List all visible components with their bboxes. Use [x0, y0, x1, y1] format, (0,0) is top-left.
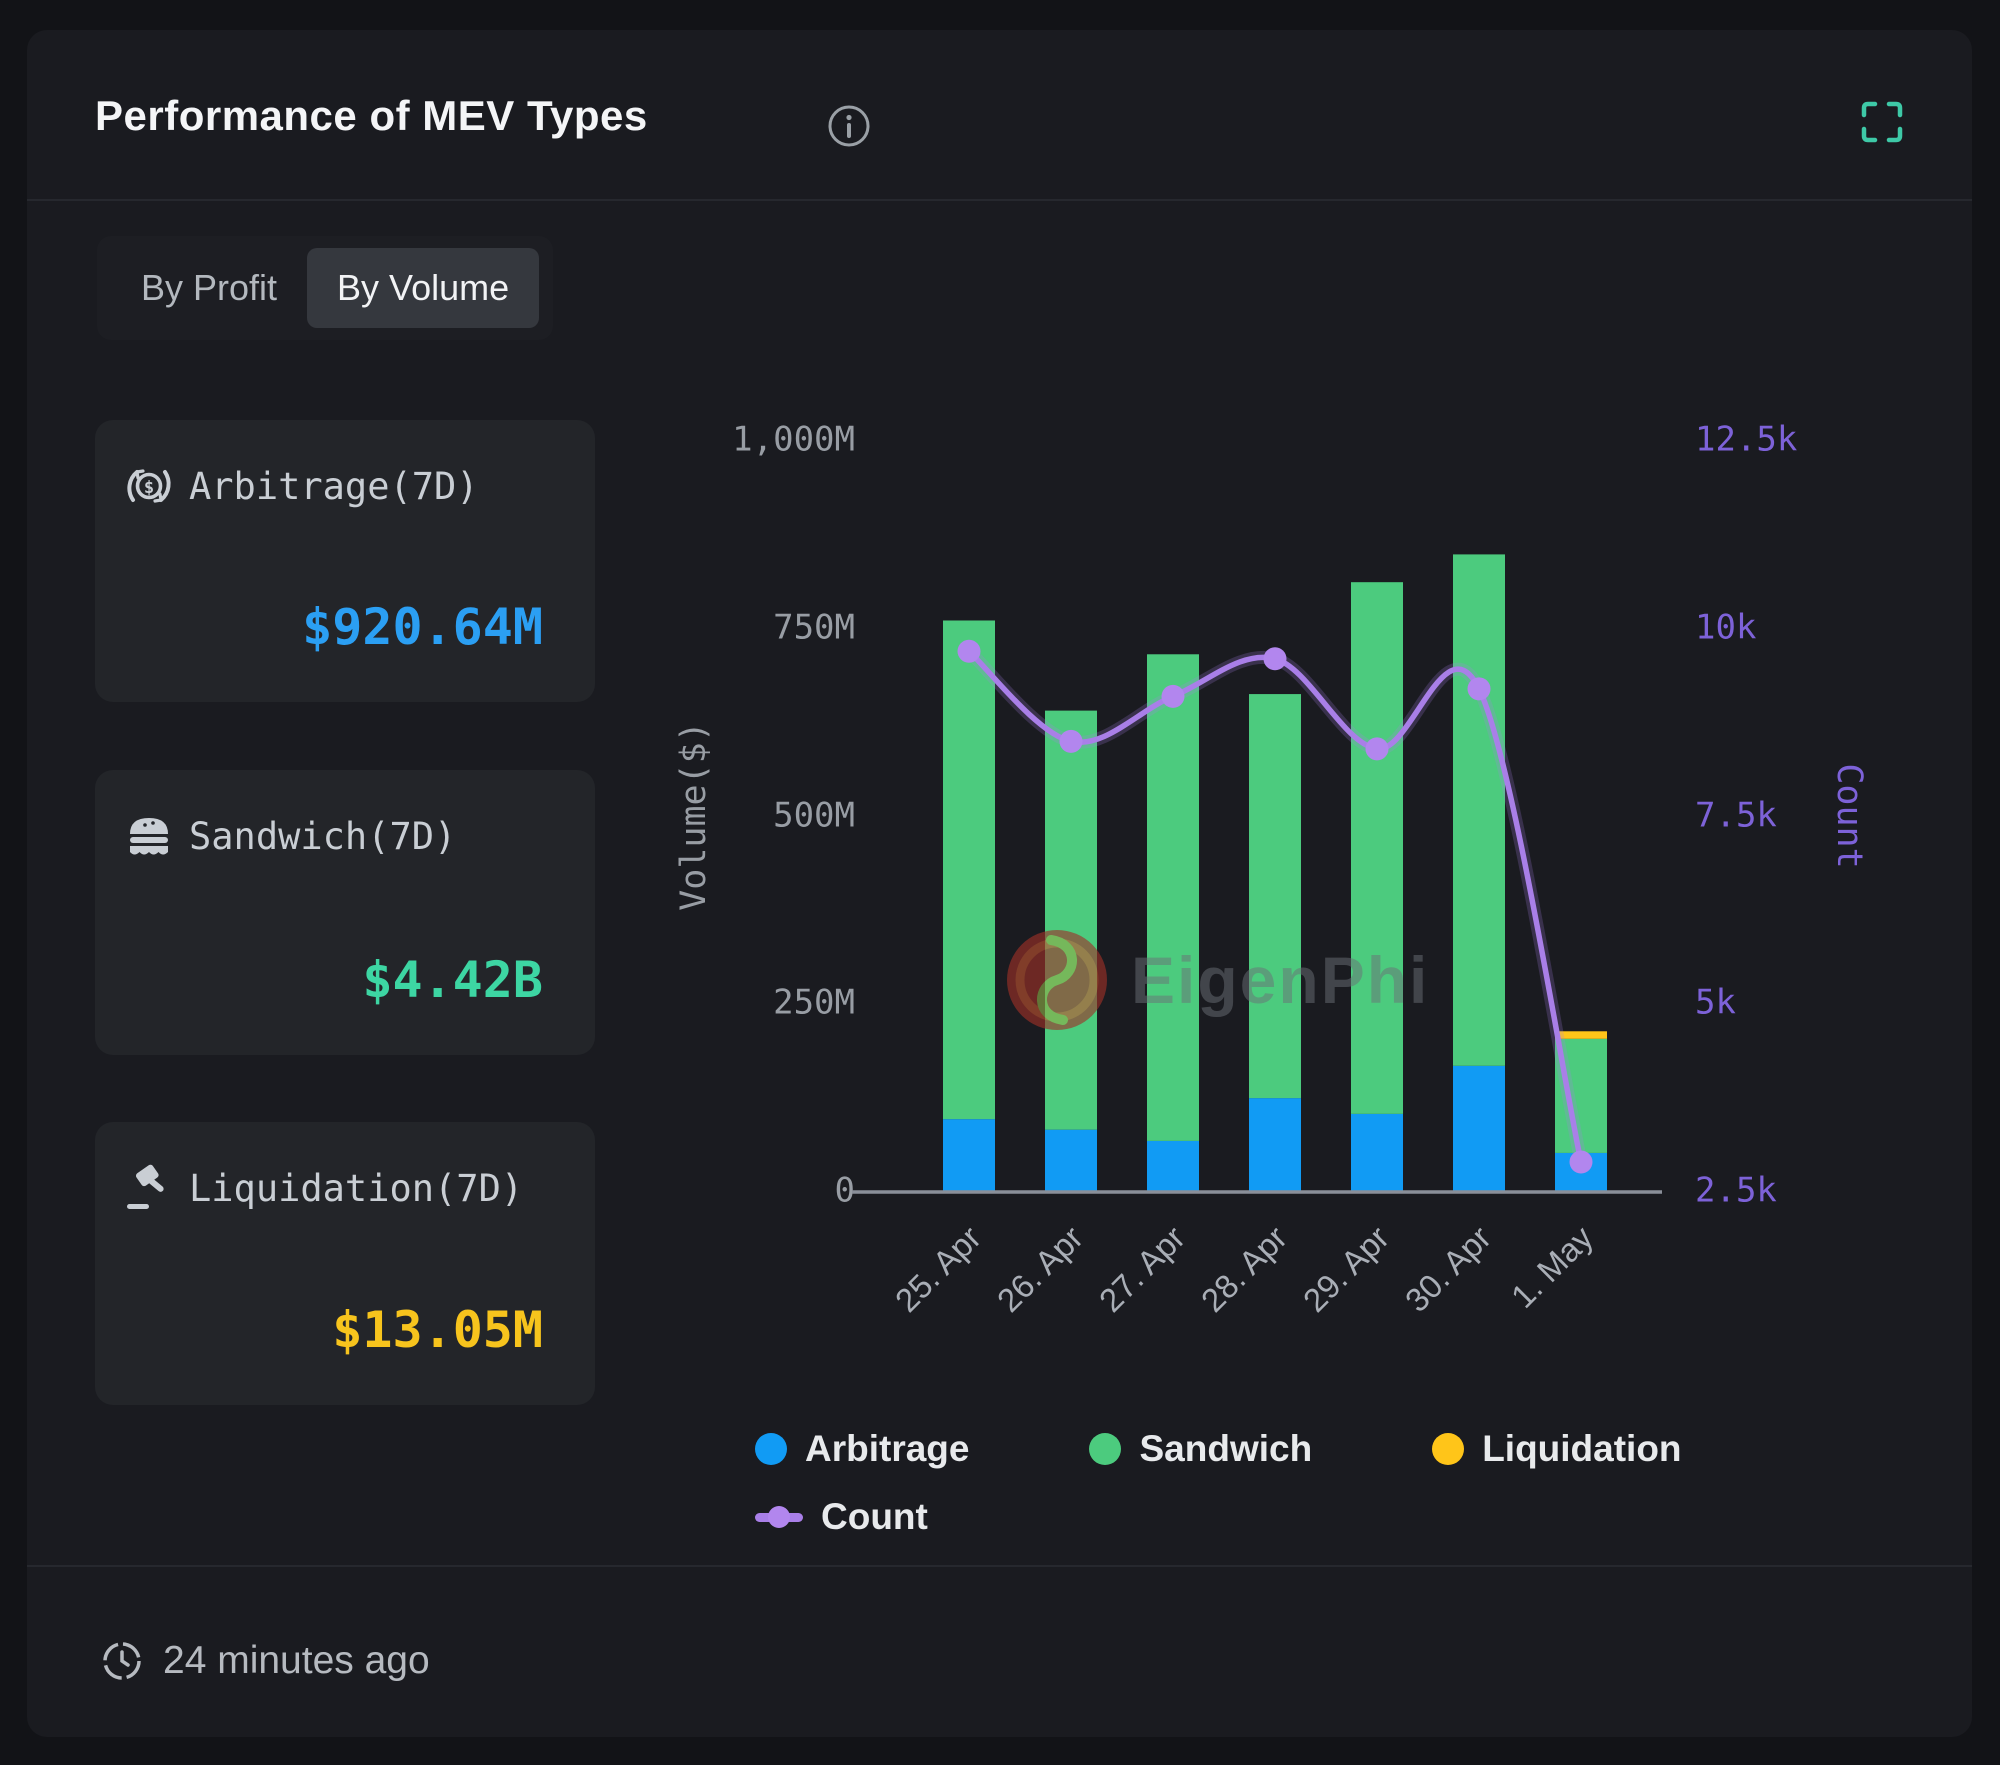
bar-sandwich-3[interactable]: [1249, 694, 1301, 1099]
bar-arbitrage-0[interactable]: [943, 1119, 995, 1192]
legend-line-marker: [755, 1506, 803, 1528]
bar-arbitrage-5[interactable]: [1453, 1065, 1505, 1192]
count-point-3[interactable]: [1263, 647, 1287, 671]
left-axis-title: Volume($): [674, 721, 714, 911]
header-divider: [27, 199, 1972, 201]
x-tick-label: 28. Apr: [1194, 1219, 1294, 1319]
stat-label: Liquidation(7D): [189, 1166, 524, 1210]
x-tick-label: 1. May: [1504, 1218, 1601, 1315]
svg-text:$: $: [144, 478, 154, 498]
stat-card-arbitrage: $ Arbitrage(7D) $920.64M: [95, 420, 595, 702]
stat-label: Sandwich(7D): [189, 814, 457, 858]
legend-item-arbitrage[interactable]: Arbitrage: [755, 1428, 969, 1470]
gavel-icon: [127, 1164, 164, 1209]
x-tick-label: 27. Apr: [1092, 1219, 1192, 1319]
count-point-0[interactable]: [957, 639, 981, 663]
page-title: Performance of MEV Types: [95, 92, 648, 139]
legend-label: Count: [821, 1496, 928, 1537]
tab-by-volume[interactable]: By Volume: [307, 248, 540, 328]
left-axis-tick: 500M: [773, 796, 855, 836]
bar-sandwich-0[interactable]: [943, 620, 995, 1120]
stat-card-sandwich: Sandwich(7D) $4.42B: [95, 770, 595, 1055]
bar-arbitrage-1[interactable]: [1045, 1129, 1097, 1192]
right-axis-tick: 10k: [1695, 608, 1756, 648]
bar-sandwich-4[interactable]: [1351, 582, 1403, 1114]
count-point-4[interactable]: [1365, 737, 1389, 761]
stat-value-arbitrage: $920.64M: [302, 598, 543, 656]
bar-sandwich-2[interactable]: [1147, 654, 1199, 1141]
x-tick-label: 30. Apr: [1398, 1219, 1498, 1319]
sandwich-icon: [130, 818, 168, 855]
coin-dollar-icon: $: [127, 469, 171, 503]
legend-item-liquidation[interactable]: Liquidation: [1432, 1428, 1682, 1470]
mev-chart[interactable]: 1,000M 750M 500M 250M 0 12.5k 10k 7.5k 5…: [620, 380, 1900, 1360]
right-axis-tick: 12.5k: [1695, 420, 1797, 460]
info-icon[interactable]: [827, 104, 871, 148]
bar-arbitrage-2[interactable]: [1147, 1140, 1199, 1192]
footer-divider: [27, 1565, 1972, 1567]
legend-label: Arbitrage: [805, 1428, 970, 1469]
footer: 24 minutes ago: [99, 1638, 430, 1684]
count-point-6[interactable]: [1569, 1150, 1593, 1174]
clock-history-icon: [103, 1642, 141, 1680]
count-point-1[interactable]: [1059, 729, 1083, 753]
legend-dot-sandwich: [1089, 1433, 1122, 1465]
legend-dot-arbitrage: [755, 1433, 787, 1465]
right-axis-tick: 2.5k: [1695, 1171, 1777, 1211]
view-mode-tabs: By Profit By Volume: [97, 236, 554, 340]
left-axis-tick: 0: [835, 1171, 855, 1211]
fullscreen-icon[interactable]: [1860, 100, 1904, 144]
last-updated-text: 24 minutes ago: [163, 1639, 430, 1682]
right-axis-tick: 5k: [1695, 983, 1736, 1023]
bar-liquidation-6[interactable]: [1555, 1031, 1607, 1039]
legend-label: Liquidation: [1482, 1428, 1682, 1469]
legend-label: Sandwich: [1139, 1428, 1313, 1469]
x-tick-label: 26. Apr: [990, 1219, 1090, 1319]
stat-value-sandwich: $4.42B: [362, 951, 543, 1009]
legend-dot-liquidation: [1432, 1433, 1465, 1465]
performance-of-mev-types-card: Performance of MEV Types By Profit By Vo…: [27, 30, 1972, 1737]
legend-item-count[interactable]: Count: [755, 1496, 928, 1538]
left-axis-tick: 1,000M: [732, 420, 855, 460]
x-tick-label: 29. Apr: [1296, 1219, 1396, 1319]
chart-legend: Arbitrage Sandwich Liquidation Count: [755, 1428, 1895, 1564]
bar-sandwich-1[interactable]: [1045, 710, 1097, 1130]
legend-item-sandwich[interactable]: Sandwich: [1089, 1428, 1312, 1470]
left-axis-tick: 250M: [773, 983, 855, 1023]
count-line[interactable]: [966, 648, 1584, 1165]
count-point-2[interactable]: [1161, 684, 1185, 708]
left-axis-tick: 750M: [773, 608, 855, 648]
tab-by-profit[interactable]: By Profit: [141, 267, 278, 308]
right-axis-title: Count: [1829, 763, 1869, 868]
stat-label: Arbitrage(7D): [189, 464, 479, 508]
bar-sandwich-5[interactable]: [1453, 554, 1505, 1066]
bar-arbitrage-4[interactable]: [1351, 1113, 1403, 1192]
count-point-5[interactable]: [1467, 677, 1491, 701]
right-axis-tick: 7.5k: [1695, 796, 1777, 836]
bar-arbitrage-3[interactable]: [1249, 1098, 1301, 1192]
chart-plot[interactable]: 25. Apr 26. Apr 27. Apr 28. Apr 29. Apr 30. A…: [888, 554, 1607, 1319]
x-tick-label: 25. Apr: [888, 1219, 988, 1319]
stat-value-liquidation: $13.05M: [332, 1301, 543, 1359]
chart-line-layer[interactable]: [957, 639, 1593, 1174]
stat-card-liquidation: Liquidation(7D) $13.05M: [95, 1122, 595, 1405]
